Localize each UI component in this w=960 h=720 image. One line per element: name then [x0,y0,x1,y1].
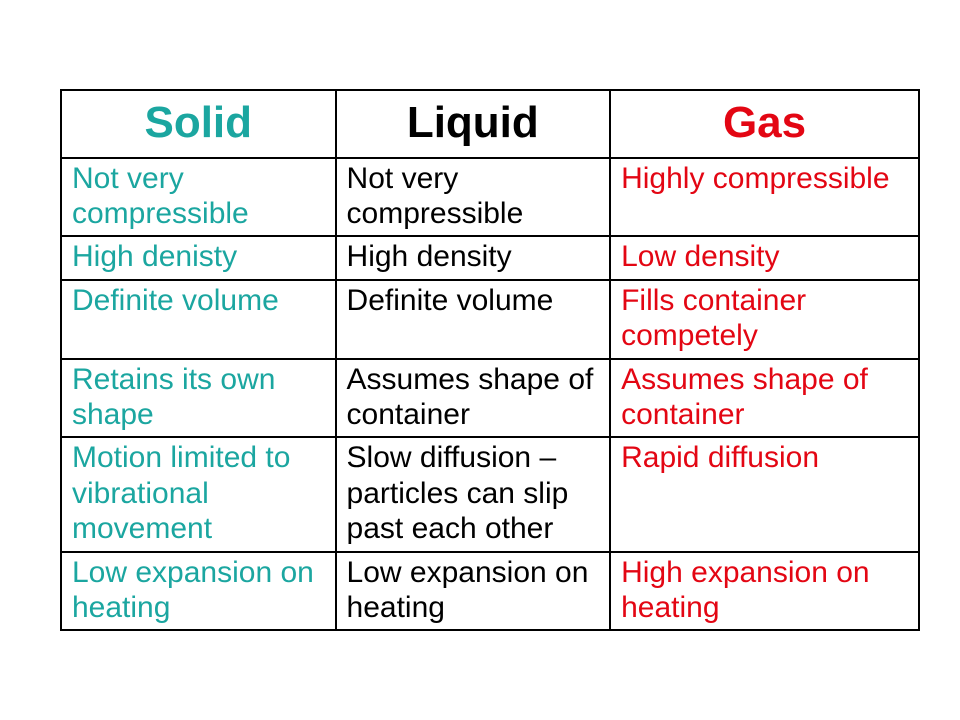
cell-solid: Retains its own shape [61,359,336,438]
cell-gas: Assumes shape of container [610,359,919,438]
states-of-matter-table: Solid Liquid Gas Not very compressible N… [60,89,920,632]
table-header-row: Solid Liquid Gas [61,90,919,158]
cell-liquid: High density [336,236,611,279]
table-row: Motion limited to vibrational movement S… [61,437,919,551]
table-row: High denisty High density Low density [61,236,919,279]
table-row: Retains its own shape Assumes shape of c… [61,359,919,438]
cell-liquid: Definite volume [336,280,611,359]
cell-solid: High denisty [61,236,336,279]
cell-gas: Fills container competely [610,280,919,359]
cell-liquid: Not very compressible [336,158,611,237]
cell-solid: Not very compressible [61,158,336,237]
cell-gas: High expansion on heating [610,552,919,631]
table-container: Solid Liquid Gas Not very compressible N… [0,49,960,672]
cell-solid: Low expansion on heating [61,552,336,631]
table-row: Low expansion on heating Low expansion o… [61,552,919,631]
cell-solid: Definite volume [61,280,336,359]
cell-gas: Highly compressible [610,158,919,237]
cell-solid: Motion limited to vibrational movement [61,437,336,551]
header-liquid: Liquid [336,90,611,158]
cell-gas: Rapid diffusion [610,437,919,551]
cell-gas: Low density [610,236,919,279]
header-gas: Gas [610,90,919,158]
table-row: Definite volume Definite volume Fills co… [61,280,919,359]
cell-liquid: Low expansion on heating [336,552,611,631]
header-solid: Solid [61,90,336,158]
cell-liquid: Slow diffusion – particles can slip past… [336,437,611,551]
table-row: Not very compressible Not very compressi… [61,158,919,237]
cell-liquid: Assumes shape of container [336,359,611,438]
